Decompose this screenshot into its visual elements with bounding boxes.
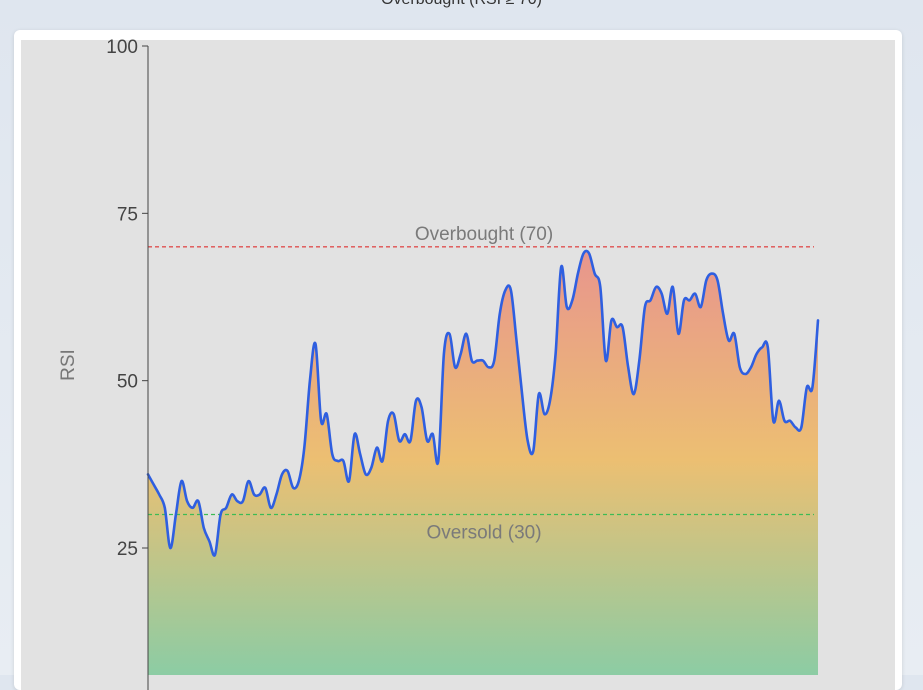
y-tick-label: 100: [106, 37, 138, 58]
y-axis-label: RSI: [58, 349, 79, 381]
top-caption: Overbought (RSI ≥ 70): [0, 0, 923, 9]
rsi-area: [148, 250, 818, 675]
rsi-chart: Overbought (70) Oversold (30) 100755025 …: [21, 37, 895, 690]
chart-card: Overbought (70) Oversold (30) 100 75 50 25 …: [14, 30, 902, 690]
y-ticks: 100 75 50 25: [106, 37, 148, 560]
rsi-line: [146, 249, 820, 557]
y-tick-label: 50: [117, 372, 138, 393]
y-tick-label: 25: [117, 539, 138, 560]
oversold-label: Oversold (30): [426, 523, 541, 544]
overbought-label: Overbought (70): [415, 224, 553, 245]
y-tick-label: 75: [117, 204, 138, 225]
